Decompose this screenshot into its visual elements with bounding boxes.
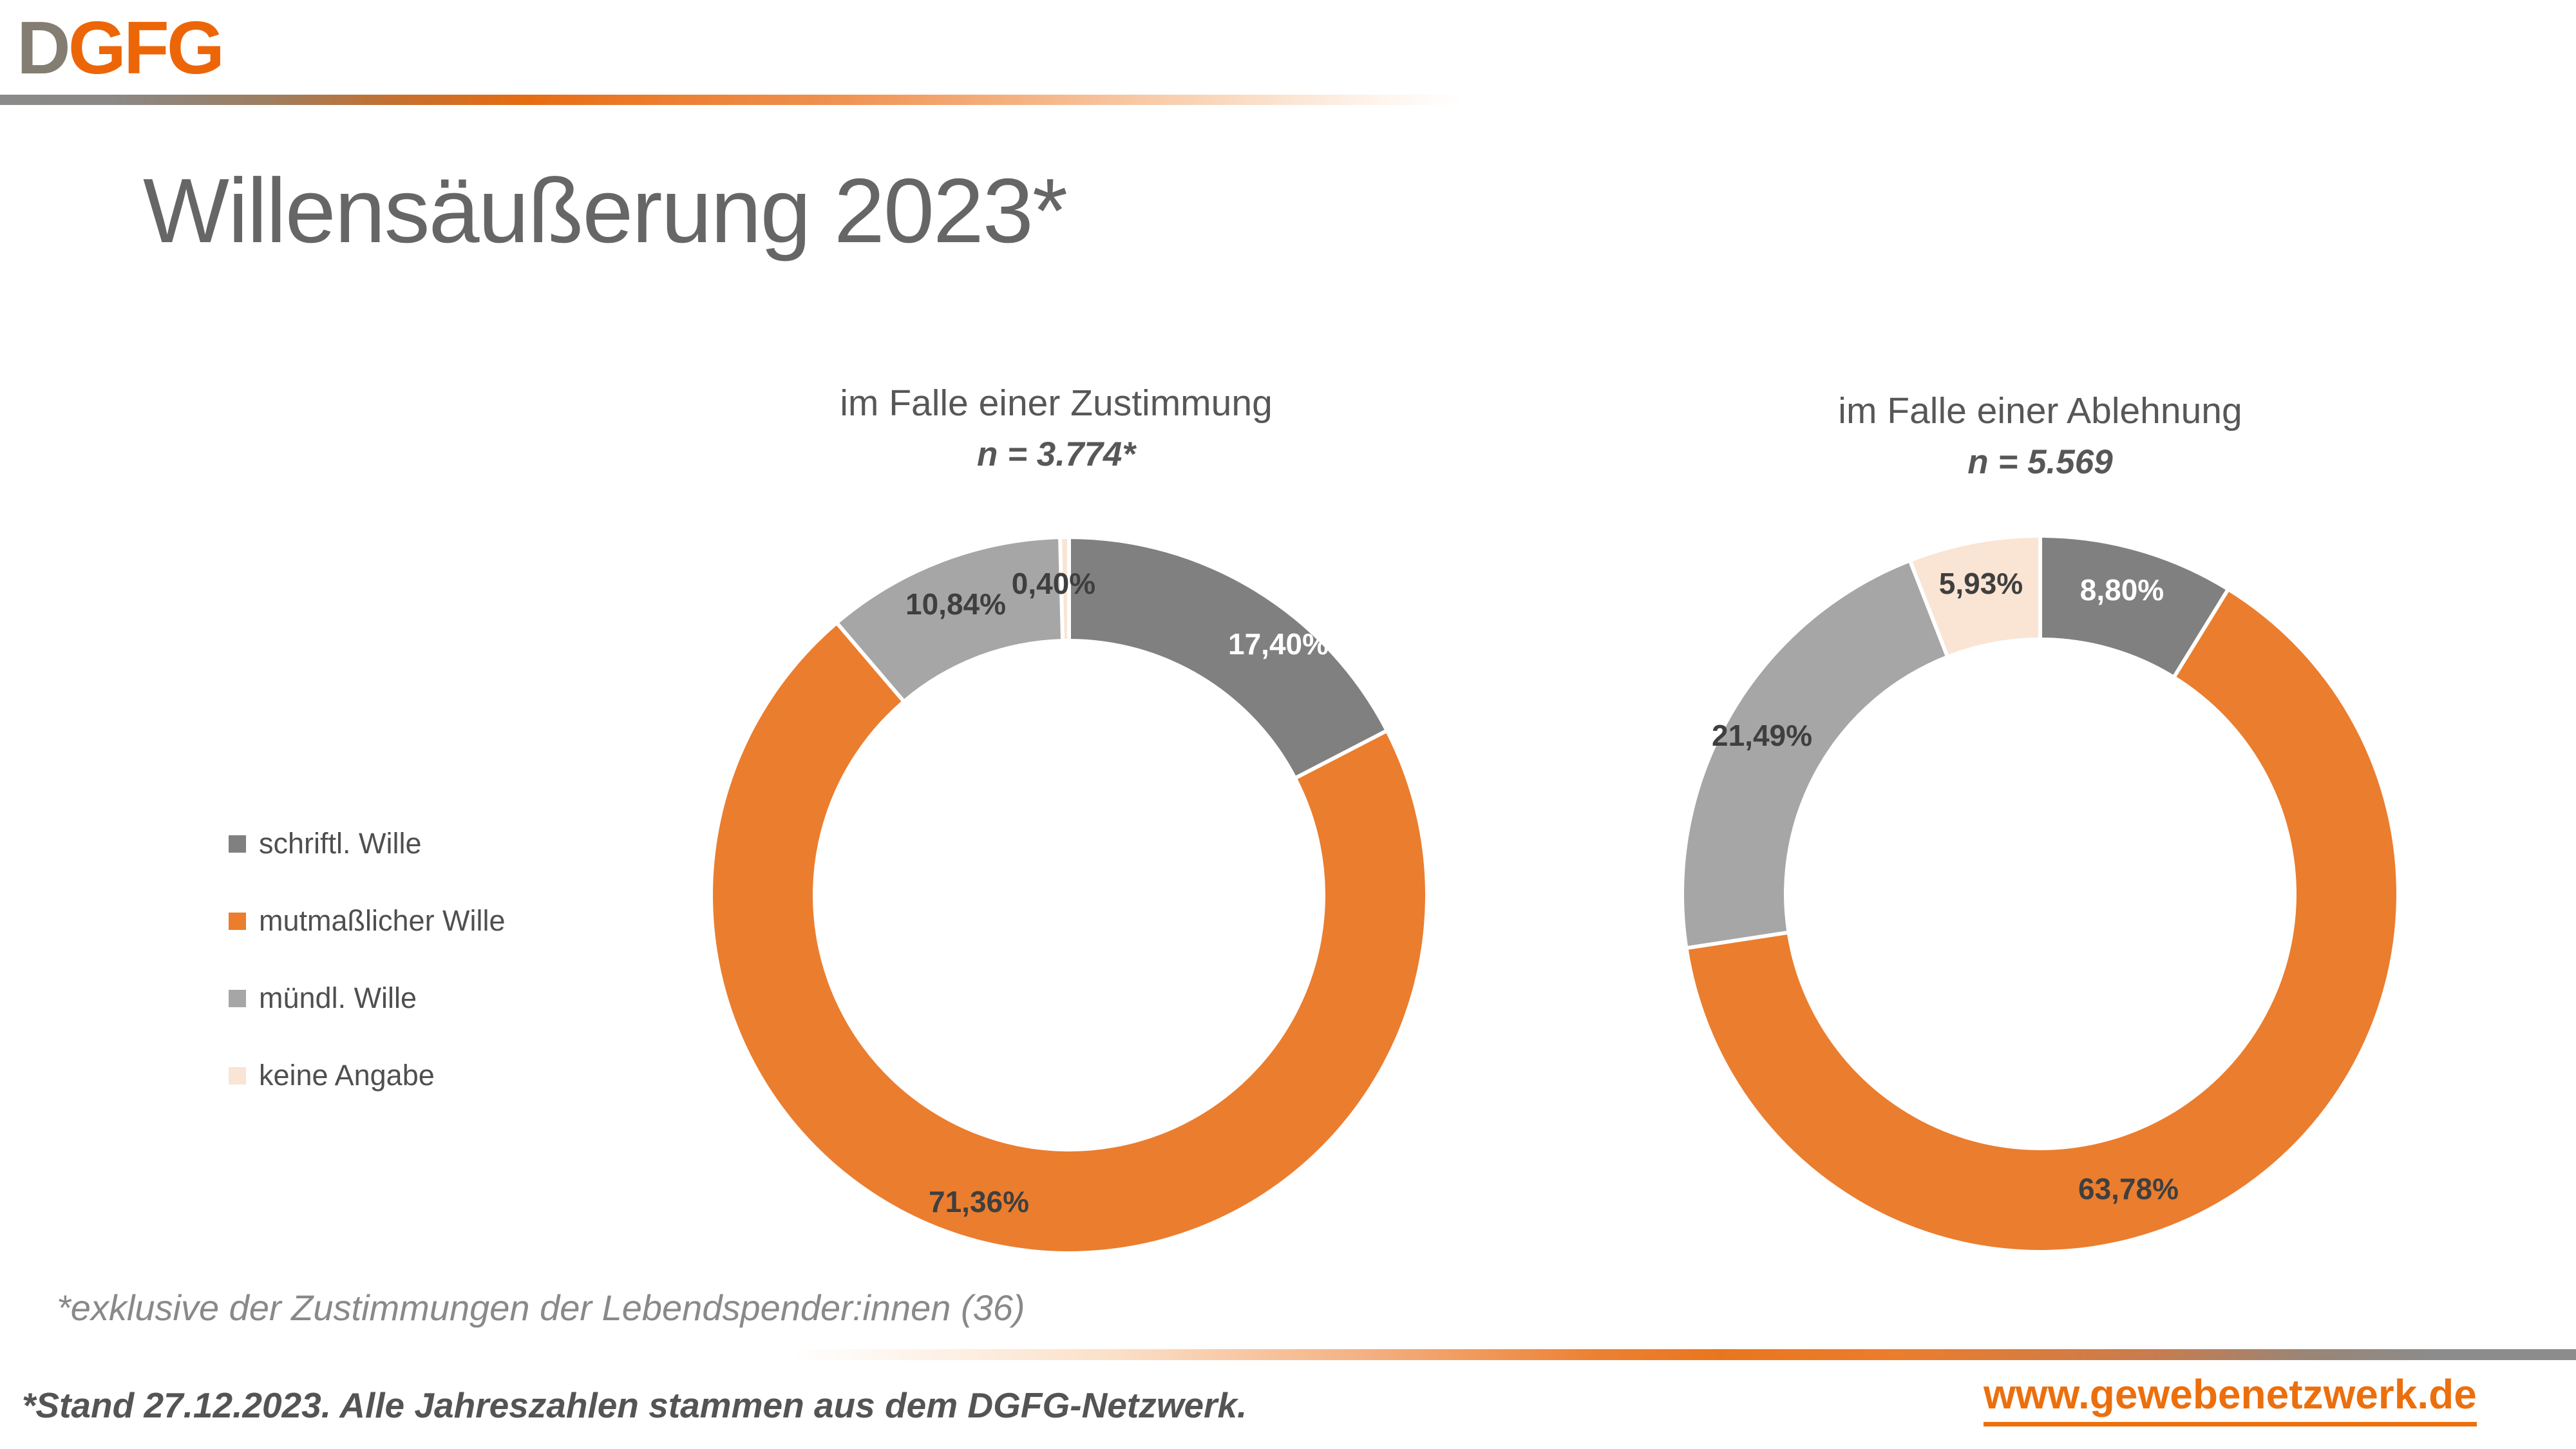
donut-segment-schriftl-wille: [1069, 539, 1386, 778]
dgfg-logo: DGFG: [17, 10, 225, 85]
chart-n-ablehnung: n = 5.569: [1967, 443, 2113, 481]
donut-svg: [713, 537, 1425, 1251]
chart-header-ablehnung: im Falle einer Ablehnung n = 5.569: [1654, 390, 2427, 482]
chart-title-ablehnung: im Falle einer Ablehnung: [1838, 390, 2242, 431]
chart-title-zustimmung: im Falle einer Zustimmung: [840, 383, 1273, 424]
website-link[interactable]: www.gewebenetzwerk.de: [1984, 1370, 2477, 1426]
segment-divider: [1294, 728, 1388, 781]
bottom-divider-rule: [792, 1349, 2576, 1360]
donut-segment-keine-angabe: [1910, 538, 2040, 656]
legend: schriftl. Wille mutmaßlicher Wille mündl. …: [229, 827, 506, 1136]
footnote-exklusive: *exklusive der Zustimmungen der Lebendsp…: [57, 1287, 1025, 1328]
legend-label: mutmaßlicher Wille: [259, 904, 506, 937]
segment-divider: [2172, 588, 2230, 679]
page-title: Willensäußerung 2023*: [143, 160, 1068, 262]
legend-item: mutmaßlicher Wille: [229, 904, 506, 938]
legend-swatch: [229, 912, 246, 930]
segment-divider: [835, 621, 905, 703]
donut-chart-1: [1667, 520, 2414, 1267]
stand-note: *Stand 27.12.2023. Alle Jahreszahlen sta…: [22, 1385, 1247, 1425]
segment-divider: [1685, 930, 1790, 951]
segment-divider: [1908, 560, 1950, 658]
legend-item: keine Angabe: [229, 1059, 506, 1092]
donut-segment-m-ndl-wille: [1684, 562, 1947, 948]
legend-label: mündl. Wille: [259, 981, 417, 1014]
logo-letters-gfg: GFG: [68, 6, 225, 90]
donut-segment-schriftl-wille: [2040, 538, 2228, 676]
chart-n-zustimmung: n = 3.774*: [976, 435, 1136, 473]
legend-item: schriftl. Wille: [229, 827, 506, 860]
donut-segment-m-ndl-wille: [838, 539, 1063, 701]
donut-svg: [1684, 536, 2396, 1250]
logo-letter-d: D: [17, 6, 71, 90]
legend-item: mündl. Wille: [229, 981, 506, 1015]
legend-label: schriftl. Wille: [259, 827, 422, 860]
segment-divider: [1058, 537, 1065, 641]
chart-header-zustimmung: im Falle einer Zustimmung n = 3.774*: [670, 382, 1443, 474]
donut-segment-mutma-licher-wille: [1688, 591, 2396, 1250]
donut-chart-0: [696, 522, 1443, 1269]
legend-swatch: [229, 835, 246, 853]
donut-segment-mutma-licher-wille: [713, 624, 1425, 1251]
top-divider-rule: [0, 95, 1462, 105]
legend-label: keine Angabe: [259, 1059, 435, 1092]
legend-swatch: [229, 1066, 246, 1084]
legend-swatch: [229, 989, 246, 1007]
